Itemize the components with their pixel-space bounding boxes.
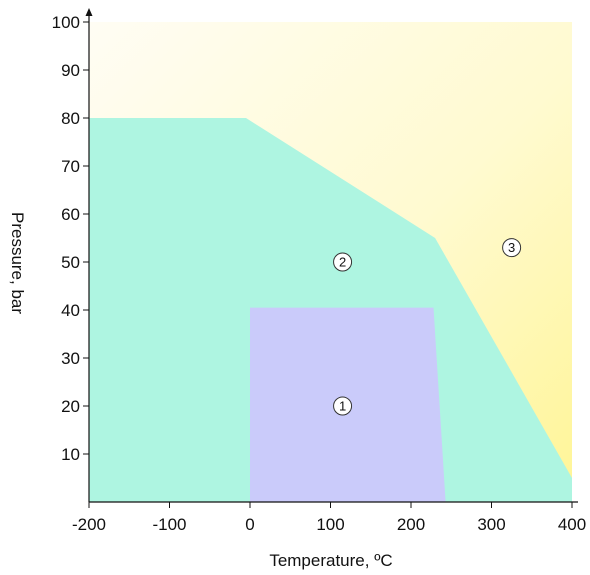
y-axis-arrow-icon [85,8,93,16]
x-tick-label: 100 [316,515,344,534]
x-tick-label: 300 [477,515,505,534]
region-markers: 3 2 1 [333,238,522,416]
y-tick-label: 20 [61,397,80,416]
regions-layer [89,22,572,502]
y-tick-label: 10 [61,445,80,464]
y-tick-label: 80 [61,109,80,128]
region-marker-circle [502,238,522,258]
region-marker-circle [333,252,353,272]
x-axis-title: Temperature, ºC [269,551,392,570]
x-tick-label: -100 [152,515,186,534]
region-marker-1: 1 [333,396,353,416]
x-tick-label: -200 [72,515,106,534]
y-tick-label: 60 [61,205,80,224]
x-tick-label: 400 [558,515,586,534]
y-axis-title: Pressure, bar [8,212,27,314]
y-tick-label: 50 [61,253,80,272]
y-tick-label: 30 [61,349,80,368]
y-tick-label: 40 [61,301,80,320]
x-tick-label: 0 [245,515,254,534]
y-tick-label: 90 [61,61,80,80]
region-marker-label: 1 [339,399,346,414]
y-tick-label: 100 [52,13,80,32]
region-marker-2: 2 [333,252,353,272]
region-marker-3: 3 [502,238,522,258]
x-tick-label: 200 [397,515,425,534]
axes-layer: -200 -100 0 100 200 300 400 10 20 30 40 50 60 70 80 90 1… [52,8,586,534]
region-marker-circle [333,396,353,416]
region-marker-label: 3 [508,240,515,255]
region-marker-label: 2 [339,255,346,270]
y-tick-label: 70 [61,157,80,176]
